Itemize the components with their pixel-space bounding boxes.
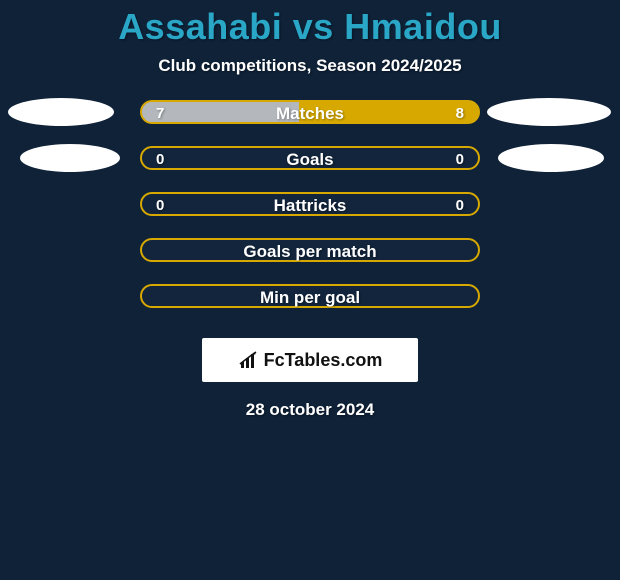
stat-right-value: 8 (456, 102, 464, 126)
stat-label: Goals (142, 148, 478, 172)
stat-right-value: 0 (456, 194, 464, 218)
barchart-icon (238, 350, 260, 370)
stat-right-value: 0 (456, 148, 464, 172)
stat-label: Min per goal (142, 286, 478, 310)
player-right-ellipse (498, 144, 604, 172)
stat-pill: Matches7 8 (140, 100, 480, 124)
content-area: Assahabi vs Hmaidou Club competitions, S… (0, 0, 620, 420)
stat-pill: Min per goal (140, 284, 480, 308)
stat-row: Goals0 0 (0, 146, 620, 192)
player-right-ellipse (487, 98, 611, 126)
stat-pill: Goals0 0 (140, 146, 480, 170)
stat-left-value: 0 (156, 194, 164, 218)
player-left-ellipse (8, 98, 114, 126)
stat-label: Goals per match (142, 240, 478, 264)
stat-pill: Goals per match (140, 238, 480, 262)
brand-logo-text: FcTables.com (264, 350, 383, 371)
player-left-ellipse (20, 144, 120, 172)
stat-left-value: 0 (156, 148, 164, 172)
stat-label: Matches (142, 102, 478, 126)
stat-pill: Hattricks0 0 (140, 192, 480, 216)
stat-row: Goals per match (0, 238, 620, 284)
subtitle: Club competitions, Season 2024/2025 (0, 56, 620, 76)
brand-logo-box: FcTables.com (202, 338, 418, 382)
date-label: 28 october 2024 (0, 400, 620, 420)
stat-row: Hattricks0 0 (0, 192, 620, 238)
stat-left-value: 7 (156, 102, 164, 126)
page-title: Assahabi vs Hmaidou (0, 6, 620, 48)
stats-table: Matches78Goals00Hattricks00Goals per mat… (0, 100, 620, 330)
stat-row: Matches7 8 (0, 100, 620, 146)
stat-label: Hattricks (142, 194, 478, 218)
stat-row: Min per goal (0, 284, 620, 330)
